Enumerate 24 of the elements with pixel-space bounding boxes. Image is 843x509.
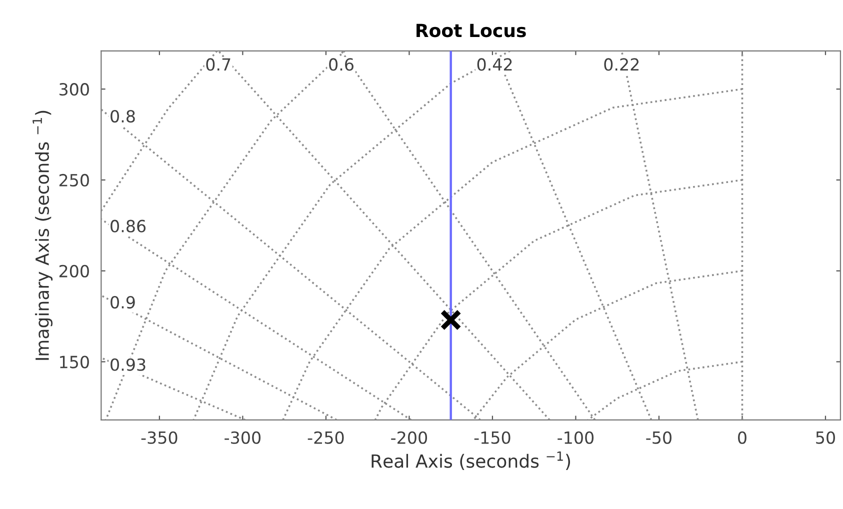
y-tick-label: 200: [59, 264, 89, 278]
series-label: 0.7: [206, 58, 230, 71]
series-label: 0.6: [329, 58, 354, 71]
x-tick-label: 50: [816, 431, 835, 444]
x-tick-label: -300: [224, 431, 260, 444]
x-tick-label: -250: [308, 431, 344, 444]
y-tick-label: 250: [59, 174, 89, 187]
y-axis-title: Imaginary Axis (seconds $^{−1}$): [32, 110, 53, 360]
x-tick-label: -200: [391, 431, 428, 444]
chart-title: Root Locus: [416, 24, 526, 38]
series-label: 0.22: [604, 58, 639, 71]
y-tick-label: 300: [60, 83, 89, 96]
x-tick-label: -50: [646, 431, 672, 444]
y-tick-label: 150: [60, 356, 89, 368]
series-label: 0.93: [110, 358, 146, 371]
x-axis-title: Real Axis (seconds $^{−1}$): [372, 451, 570, 470]
series-label: 0.86: [110, 220, 146, 232]
x-tick-label: 0: [738, 431, 746, 444]
series-label: 0.9: [110, 296, 135, 309]
x-tick-label: -350: [141, 431, 178, 444]
x-tick-label: -100: [558, 431, 594, 444]
x-tick-label: -150: [474, 431, 510, 444]
series-label: 0.8: [110, 110, 135, 123]
series-label: 0.42: [477, 58, 512, 71]
